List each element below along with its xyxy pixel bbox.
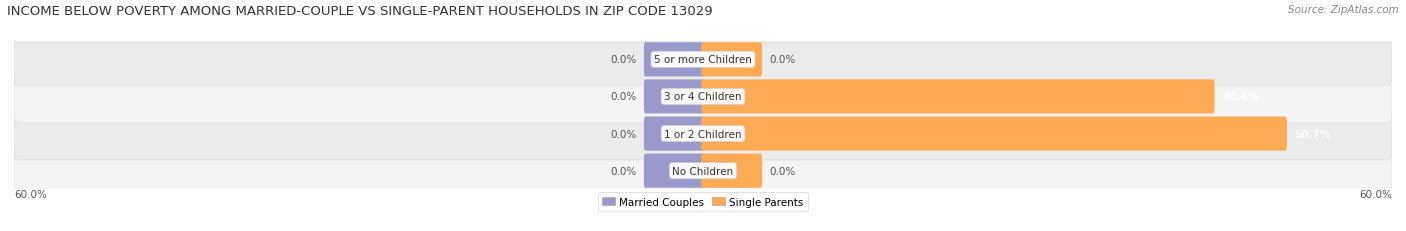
FancyBboxPatch shape bbox=[14, 71, 1392, 123]
Text: 0.0%: 0.0% bbox=[769, 55, 796, 65]
Text: 1 or 2 Children: 1 or 2 Children bbox=[664, 129, 742, 139]
FancyBboxPatch shape bbox=[644, 43, 704, 77]
Text: 0.0%: 0.0% bbox=[610, 92, 637, 102]
FancyBboxPatch shape bbox=[644, 154, 704, 188]
Text: No Children: No Children bbox=[672, 166, 734, 176]
Text: 60.0%: 60.0% bbox=[14, 189, 46, 199]
Legend: Married Couples, Single Parents: Married Couples, Single Parents bbox=[599, 193, 807, 211]
Text: 0.0%: 0.0% bbox=[610, 129, 637, 139]
FancyBboxPatch shape bbox=[702, 154, 762, 188]
Text: 0.0%: 0.0% bbox=[610, 166, 637, 176]
Text: 0.0%: 0.0% bbox=[769, 166, 796, 176]
Text: 44.4%: 44.4% bbox=[1222, 92, 1258, 102]
Text: Source: ZipAtlas.com: Source: ZipAtlas.com bbox=[1288, 5, 1399, 15]
FancyBboxPatch shape bbox=[702, 80, 1215, 114]
Text: INCOME BELOW POVERTY AMONG MARRIED-COUPLE VS SINGLE-PARENT HOUSEHOLDS IN ZIP COD: INCOME BELOW POVERTY AMONG MARRIED-COUPL… bbox=[7, 5, 713, 18]
FancyBboxPatch shape bbox=[14, 108, 1392, 160]
FancyBboxPatch shape bbox=[14, 145, 1392, 197]
Text: 50.7%: 50.7% bbox=[1295, 129, 1330, 139]
FancyBboxPatch shape bbox=[702, 43, 762, 77]
Text: 60.0%: 60.0% bbox=[1360, 189, 1392, 199]
FancyBboxPatch shape bbox=[644, 117, 704, 151]
FancyBboxPatch shape bbox=[644, 80, 704, 114]
FancyBboxPatch shape bbox=[14, 34, 1392, 86]
Text: 3 or 4 Children: 3 or 4 Children bbox=[664, 92, 742, 102]
Text: 5 or more Children: 5 or more Children bbox=[654, 55, 752, 65]
Text: 0.0%: 0.0% bbox=[610, 55, 637, 65]
FancyBboxPatch shape bbox=[702, 117, 1286, 151]
